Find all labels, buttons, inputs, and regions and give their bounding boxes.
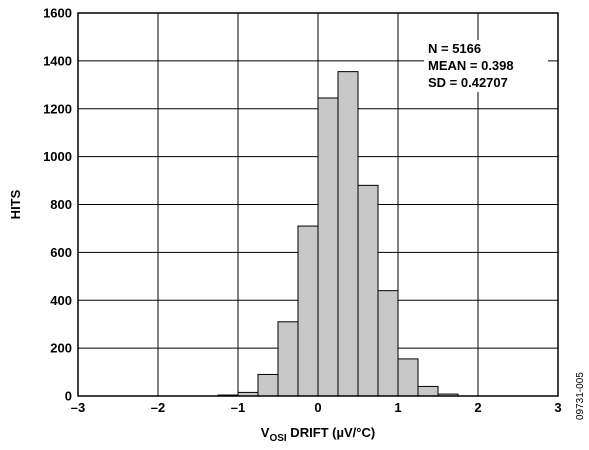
x-tick-label: –2 <box>151 400 165 415</box>
y-tick-label: 1400 <box>43 53 72 68</box>
x-tick-label: 1 <box>394 400 401 415</box>
stat-mean: MEAN = 0.398 <box>428 58 514 73</box>
histogram-bar <box>297 225 319 397</box>
y-tick-label: 1600 <box>43 6 72 21</box>
y-axis-title: HITS <box>8 189 23 219</box>
x-axis-title: VOSI DRIFT (µV/°C) <box>261 425 375 444</box>
x-axis-title-subscript: OSI <box>269 433 286 444</box>
y-tick-label: 0 <box>65 389 72 404</box>
histogram-bar <box>257 373 279 397</box>
x-tick-label: –1 <box>231 400 245 415</box>
histogram-bar <box>377 290 399 397</box>
x-tick-labels: –3 –2 –1 0 1 2 3 <box>71 400 562 415</box>
x-tick-label: 2 <box>474 400 481 415</box>
stats-annotation: N = 5166 MEAN = 0.398 SD = 0.42707 <box>424 40 548 92</box>
y-tick-label: 1000 <box>43 149 72 164</box>
stat-n: N = 5166 <box>428 41 481 56</box>
histogram-bar <box>317 97 339 397</box>
x-tick-label: 3 <box>554 400 561 415</box>
y-tick-label: 600 <box>50 245 72 260</box>
x-axis-title-main: V <box>261 425 270 440</box>
x-tick-label: –3 <box>71 400 85 415</box>
histogram-bar <box>277 321 299 397</box>
figure-id: 09731-005 <box>575 372 586 420</box>
y-tick-labels: 0 200 400 600 800 1000 1200 1400 1600 <box>43 6 72 404</box>
histogram-bars <box>217 71 459 397</box>
stats-background <box>424 40 548 92</box>
stat-sd: SD = 0.42707 <box>428 75 508 90</box>
y-tick-label: 1200 <box>43 101 72 116</box>
histogram-bar <box>357 184 379 397</box>
x-axis-title-rest: DRIFT (µV/°C) <box>287 425 376 440</box>
x-tick-label: 0 <box>314 400 321 415</box>
y-tick-label: 800 <box>50 197 72 212</box>
y-tick-label: 200 <box>50 341 72 356</box>
plot-frame <box>77 12 559 397</box>
histogram-bar <box>417 385 439 397</box>
histogram-bar <box>337 71 359 397</box>
histogram-bar <box>397 358 419 397</box>
y-tick-label: 400 <box>50 293 72 308</box>
